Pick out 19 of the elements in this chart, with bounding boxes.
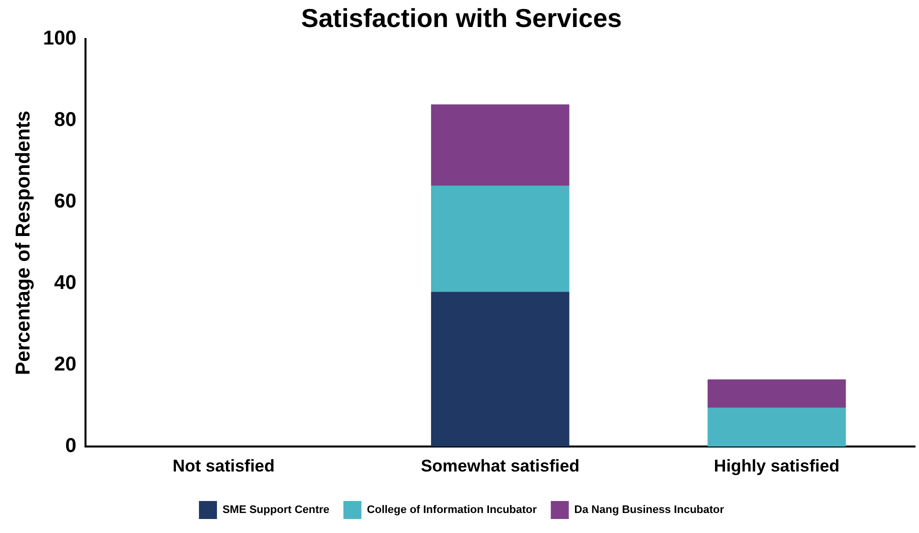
y-tick-label: 40 [54,272,76,294]
y-tick-label: 60 [54,190,76,213]
chart-title: Satisfaction with Services [301,2,622,33]
legend-label: Da Nang Business Incubator [574,504,725,516]
legend-label: College of Information Incubator [366,504,538,516]
y-tick-label: 0 [65,435,76,458]
x-tick-label: Somewhat satisfied [420,456,580,476]
bar [431,186,570,292]
y-tick-label: 80 [54,109,76,132]
x-tick-label: Not satisfied [172,456,275,476]
legend-label: SME Support Centre [222,504,330,516]
y-tick-label: 100 [42,28,76,50]
x-tick-label: Highly satisfied [714,456,840,476]
bar [708,379,846,408]
bar [708,408,846,447]
y-axis-title: Percentage of Respondents [12,110,35,376]
bar [431,292,570,447]
y-tick-label: 20 [54,354,76,376]
bar [431,104,570,186]
